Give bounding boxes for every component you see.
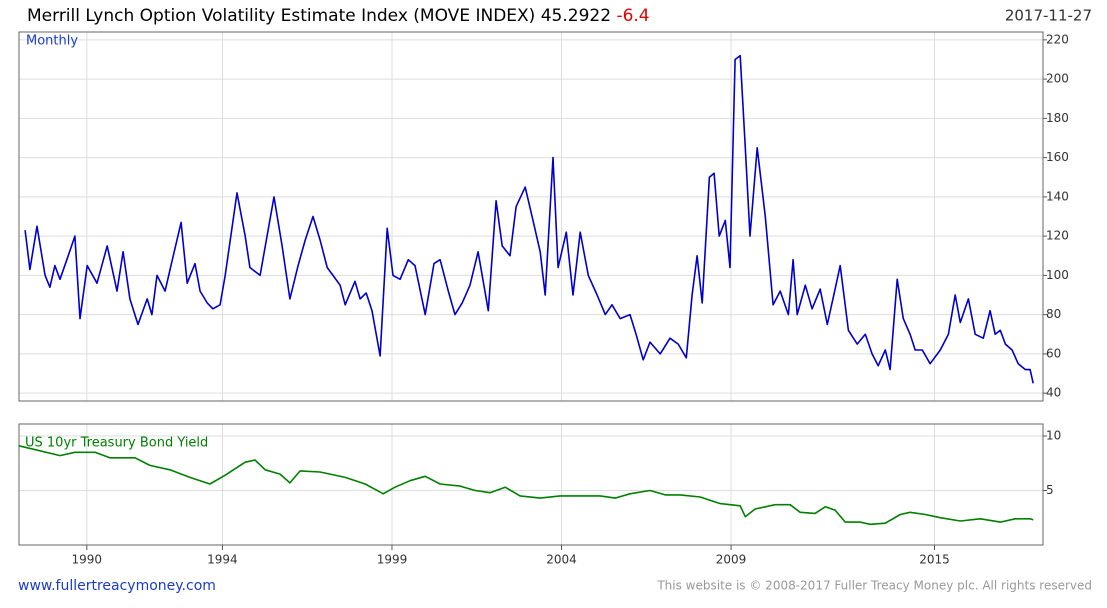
x-tick-label: 2015 — [919, 553, 950, 567]
y-tick-label: 120 — [1046, 229, 1069, 243]
y-tick-label: 40 — [1046, 386, 1061, 400]
plot-frame — [18, 31, 1044, 402]
title-text: Merrill Lynch Option Volatility Estimate… — [27, 6, 535, 26]
site-link[interactable]: www.fullertreacymoney.com — [18, 578, 216, 594]
chart-title: Merrill Lynch Option Volatility Estimate… — [27, 6, 650, 26]
y-tick-label: 220 — [1046, 32, 1069, 46]
last-value: 45.2922 — [541, 6, 611, 26]
x-tick-label: 1990 — [72, 553, 103, 567]
y-tick-label: 140 — [1046, 189, 1069, 203]
y-tick-label: 160 — [1046, 150, 1069, 164]
annotation: Monthly — [26, 34, 78, 49]
y-tick-label: 200 — [1046, 72, 1069, 86]
y-tick-label: 100 — [1046, 268, 1069, 282]
date: 2017-11-27 — [1005, 7, 1092, 25]
plot-frame — [18, 423, 1044, 546]
x-tick-label: 2009 — [716, 553, 747, 567]
y-tick-label: 10 — [1046, 428, 1061, 442]
line-series — [18, 445, 1034, 526]
change-value: -6.4 — [616, 6, 649, 26]
legend-label: US 10yr Treasury Bond Yield — [25, 436, 208, 451]
y-tick-label: 60 — [1046, 346, 1061, 360]
plots: 40 60 80 100 120 140 160 180 200 220 Monthly 5 10 199… — [18, 31, 1069, 567]
y-tick-label: 180 — [1046, 111, 1069, 125]
y-tick-label: 80 — [1046, 307, 1061, 321]
line-series — [24, 54, 1034, 384]
x-tick-label: 1999 — [377, 553, 408, 567]
x-tick-label: 1994 — [207, 553, 238, 567]
x-tick-label: 2004 — [546, 553, 577, 567]
y-tick-label: 5 — [1046, 483, 1054, 497]
copyright: This website is © 2008-2017 Fuller Treac… — [656, 579, 1092, 593]
